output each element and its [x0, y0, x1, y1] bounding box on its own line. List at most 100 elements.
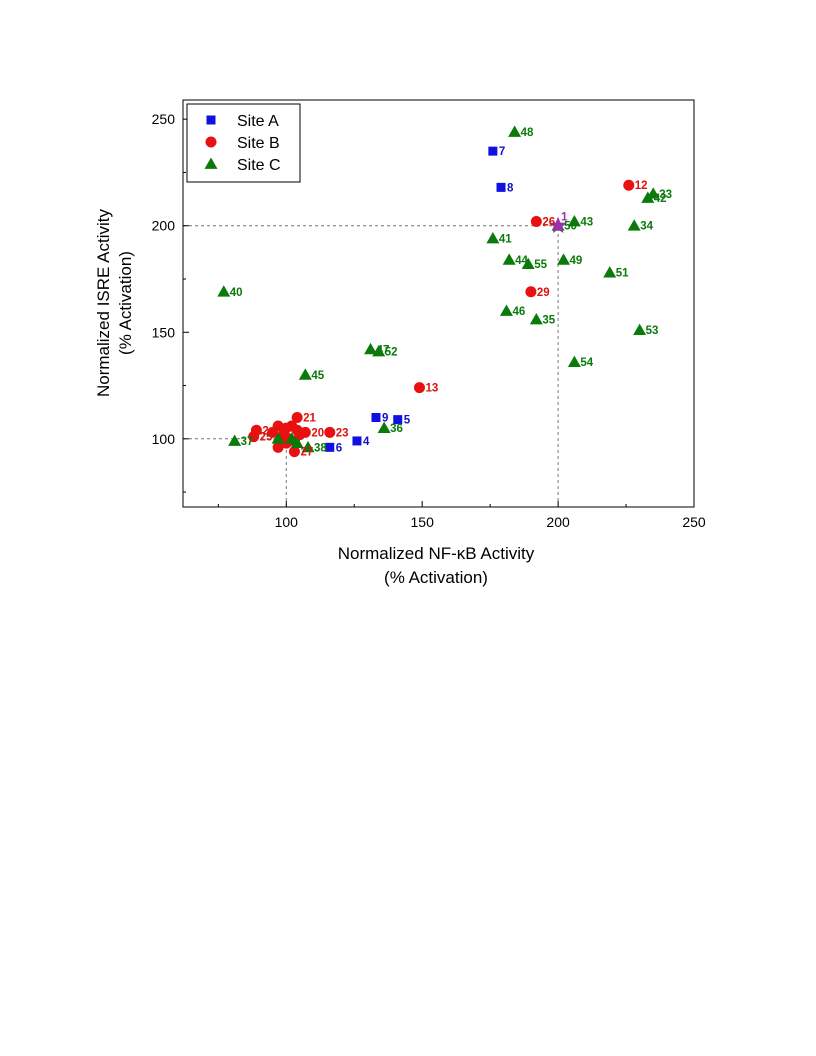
site-b-point	[291, 412, 303, 424]
site-c-point	[499, 304, 513, 316]
site-c-point-label: 33	[659, 189, 672, 201]
legend-label-site-b: Site B	[237, 135, 280, 152]
axis-ticks: 100 150 200 250 100 150 200 250	[152, 111, 706, 530]
y-tick-label: 250	[152, 111, 176, 127]
site-c-point	[521, 257, 535, 269]
site-b-point-label: 12	[635, 180, 648, 192]
y-axis-title: Normalized ISRE Activity	[94, 209, 113, 397]
site-a-point	[352, 436, 362, 446]
site-c-point	[567, 214, 581, 227]
y-tick-label: 150	[152, 324, 176, 340]
x-tick-label: 150	[411, 514, 435, 530]
site-c-point	[298, 368, 312, 380]
x-tick-label: 100	[275, 514, 299, 530]
x-axis-subtitle: (% Activation)	[384, 568, 488, 587]
site-c-point-label: 42	[654, 193, 667, 205]
site-a-point	[325, 442, 335, 452]
site-b-point	[294, 429, 306, 441]
site-c-point	[372, 344, 386, 357]
site-b-point-label: 27	[300, 447, 313, 459]
site-b-point	[413, 382, 425, 394]
site-c-point-label: 51	[616, 268, 629, 280]
site-c-point-label: 48	[521, 127, 534, 139]
site-c-point-label: 37	[241, 436, 254, 448]
site-c-point	[567, 355, 581, 367]
site-b-point	[272, 441, 284, 453]
y-axis-subtitle: (% Activation)	[116, 251, 135, 355]
reference-star-label: 1	[561, 212, 568, 224]
site-c-point-label: 53	[646, 325, 659, 337]
site-c-point	[529, 312, 543, 325]
site-b-point-label: 26	[542, 216, 555, 228]
site-b-point	[530, 215, 542, 227]
legend-label-site-c: Site C	[237, 157, 281, 174]
site-c-point	[627, 219, 641, 231]
reference-lines	[183, 225, 559, 507]
site-a-point-label: 7	[499, 146, 505, 158]
site-a-point	[488, 146, 498, 156]
site-c-point	[217, 285, 231, 297]
site-a-point	[496, 182, 506, 192]
site-c-point-label: 44	[515, 255, 528, 267]
site-b-point-label: 25	[260, 432, 273, 444]
site-c-point	[301, 440, 315, 453]
site-c-point-label: 55	[534, 259, 547, 271]
site-b-point-label: 13	[425, 383, 438, 395]
site-c-point-label: 40	[230, 287, 243, 299]
site-c-point-label: 54	[580, 357, 593, 369]
plot-area-frame	[182, 99, 695, 508]
site-b-point-label: 29	[537, 287, 550, 299]
site-a-point-label: 9	[382, 413, 388, 425]
x-tick-label: 200	[546, 514, 570, 530]
site-c-point	[502, 253, 516, 265]
site-c-point-label: 52	[385, 346, 398, 358]
site-a-point	[371, 413, 381, 423]
site-c-point	[603, 266, 617, 278]
legend-marker-site-b	[205, 136, 217, 148]
y-tick-label: 200	[152, 218, 176, 234]
site-c-point-label: 50	[564, 221, 577, 233]
site-b-point	[324, 426, 336, 438]
site-b-point	[623, 179, 635, 191]
x-tick-label: 250	[682, 514, 706, 530]
site-c-point-label: 47	[377, 344, 390, 356]
site-b-point	[248, 431, 260, 443]
site-c-point	[228, 434, 242, 446]
site-c-point-label: 34	[640, 221, 653, 233]
site-c-point-label: 45	[311, 370, 324, 382]
site-c-point-label: 46	[512, 306, 525, 318]
site-c-point	[364, 342, 378, 355]
site-c-point	[641, 191, 655, 203]
site-c-point-label: 38	[314, 442, 327, 454]
site-b-point-label: 23	[336, 427, 349, 439]
data-points	[217, 125, 660, 458]
site-c-point	[377, 421, 391, 434]
legend: Site A Site B Site C	[186, 103, 301, 183]
legend-marker-site-a	[206, 115, 216, 125]
site-c-point-label: 35	[542, 314, 555, 326]
site-a-point-label: 6	[336, 442, 342, 454]
site-b-point	[525, 286, 537, 298]
site-c-point-label: 43	[580, 216, 593, 228]
reference-star-point	[549, 216, 567, 233]
site-c-point	[271, 432, 285, 444]
site-c-point	[557, 253, 571, 265]
x-axis-title: Normalized NF-κB Activity	[338, 544, 535, 563]
site-a-point-label: 8	[507, 182, 514, 194]
site-c-point	[290, 436, 304, 448]
site-b-point	[288, 446, 300, 458]
site-a-point-label: 5	[404, 415, 411, 427]
y-tick-label: 100	[152, 431, 176, 447]
site-c-point-label: 41	[499, 234, 512, 246]
site-c-point-label: 49	[570, 255, 583, 267]
site-b-point-label: 21	[303, 413, 316, 425]
site-c-point-label: 36	[390, 423, 403, 435]
site-c-point	[633, 323, 647, 336]
site-a-point	[393, 415, 403, 425]
site-b-point	[267, 426, 279, 438]
site-b-point-label: 20	[311, 427, 324, 439]
site-c-point	[486, 232, 500, 244]
legend-marker-site-c	[204, 157, 218, 169]
